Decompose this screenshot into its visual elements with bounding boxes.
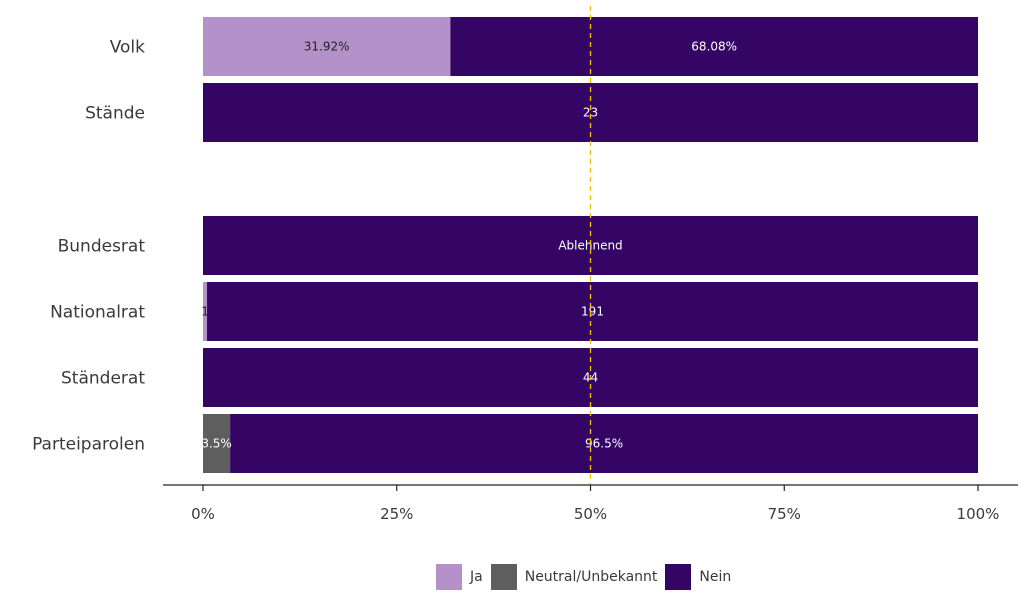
legend: Ja Neutral/Unbekannt Nein xyxy=(436,564,739,590)
x-tick-label: 0% xyxy=(191,505,215,523)
x-tick-label: 75% xyxy=(768,505,801,523)
data-label-volk-ja: 31.92% xyxy=(304,40,350,54)
x-tick-label: 100% xyxy=(957,505,1000,523)
data-label-bundesrat-nein: Ablehnend xyxy=(558,239,622,253)
legend-label-nein: Nein xyxy=(699,569,732,585)
bar-parteiparolen-nein xyxy=(230,414,978,473)
legend-label-ja: Ja xyxy=(470,569,483,585)
legend-item-ja: Ja xyxy=(436,564,483,590)
legend-swatch-neutral xyxy=(490,564,517,590)
legend-label-neutral: Neutral/Unbekannt xyxy=(524,569,658,585)
bar-volk-ja xyxy=(203,17,451,76)
legend-swatch-nein xyxy=(665,564,692,590)
legend-item-neutral: Neutral/Unbekannt xyxy=(490,564,658,590)
data-label-staende-nein: 23 xyxy=(583,106,598,120)
bar-nationalrat-ja xyxy=(203,282,208,341)
category-label-staenderat: Ständerat xyxy=(61,369,145,389)
data-label-parteiparolen-nein: 96.5% xyxy=(585,437,623,451)
data-label-volk-nein: 68.08% xyxy=(691,40,737,54)
legend-item-nein: Nein xyxy=(665,564,731,590)
bar-volk-nein xyxy=(450,17,978,76)
legend-swatch-ja xyxy=(436,564,462,590)
data-label-nationalrat-nein: 191 xyxy=(581,305,604,319)
category-label-volk: Volk xyxy=(110,38,145,58)
data-label-nationalrat-ja: 1 xyxy=(201,305,209,319)
bar-parteiparolen-neutral-unbekannt xyxy=(203,414,231,473)
category-label-parteiparolen: Parteiparolen xyxy=(32,435,145,455)
bar-nationalrat-nein xyxy=(207,282,978,341)
category-label-bundesrat: Bundesrat xyxy=(58,237,146,257)
category-label-nationalrat: Nationalrat xyxy=(50,303,145,323)
x-tick-label: 50% xyxy=(574,505,607,523)
category-label-staende: Stände xyxy=(85,104,145,124)
data-label-parteiparolen-neutral-unbekannt: 3.5% xyxy=(201,437,232,451)
x-tick-label: 25% xyxy=(380,505,413,523)
